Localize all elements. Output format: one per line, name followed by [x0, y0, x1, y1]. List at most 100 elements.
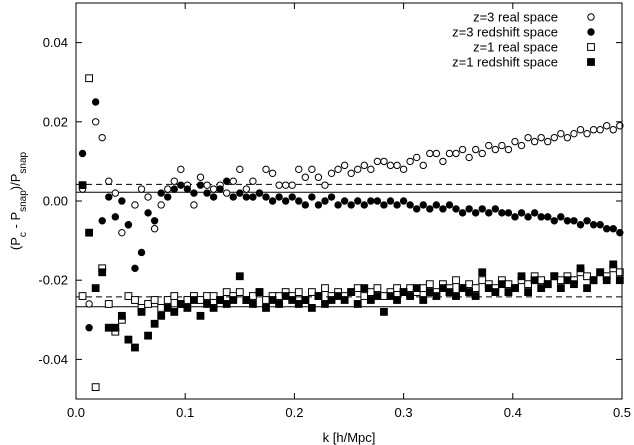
data-point	[262, 165, 270, 174]
data-point	[524, 213, 532, 221]
data-point	[347, 169, 355, 177]
data-point	[616, 122, 624, 130]
data-point	[452, 149, 460, 158]
data-point	[295, 197, 303, 205]
y-axis-ticks: -0.04 -0.02 0.00 0.02 0.04	[38, 35, 622, 367]
data-point	[366, 296, 375, 304]
y-tick-label: -0.02	[38, 273, 68, 288]
data-point	[118, 197, 126, 205]
data-point	[170, 177, 178, 185]
data-point	[321, 300, 329, 308]
data-point	[576, 126, 585, 134]
data-point	[504, 288, 513, 296]
data-point	[340, 197, 349, 205]
data-point	[196, 181, 205, 189]
data-point	[380, 201, 388, 209]
data-point	[504, 145, 513, 154]
data-point	[452, 276, 460, 285]
data-point	[419, 161, 427, 170]
data-point	[491, 205, 500, 213]
data-point	[354, 165, 362, 174]
data-point	[511, 137, 519, 146]
data-point	[294, 288, 303, 296]
y-axis-label: (Pc - Psnap)/Psnap	[8, 151, 29, 250]
data-point	[268, 169, 277, 177]
data-point	[288, 296, 297, 304]
data-point	[511, 284, 519, 293]
data-point	[177, 181, 185, 189]
data-point	[524, 280, 532, 289]
data-point	[517, 209, 526, 217]
data-point	[445, 288, 454, 296]
data-point	[275, 181, 283, 189]
data-point	[537, 133, 545, 142]
data-point	[216, 185, 224, 193]
data-point	[386, 292, 395, 300]
data-point	[570, 217, 578, 225]
data-point	[190, 296, 198, 304]
data-point	[242, 193, 251, 201]
data-point	[163, 296, 172, 304]
data-point	[98, 217, 106, 225]
data-point	[321, 197, 329, 205]
data-point	[366, 288, 375, 296]
x-tick-label: 0.5	[613, 405, 631, 420]
data-point	[425, 288, 434, 296]
data-point	[275, 300, 284, 308]
data-point	[301, 173, 310, 181]
data-point	[301, 201, 310, 209]
data-point	[334, 201, 342, 209]
data-point	[307, 288, 316, 296]
data-point	[124, 335, 133, 344]
data-point	[144, 331, 152, 340]
data-point	[334, 165, 342, 174]
data-point	[222, 177, 231, 185]
data-point	[242, 185, 251, 193]
data-point	[563, 276, 572, 285]
data-point	[471, 284, 480, 293]
data-point	[157, 189, 165, 197]
data-point	[308, 193, 316, 201]
data-point	[203, 300, 211, 308]
data-point	[478, 205, 486, 213]
data-point	[530, 276, 539, 285]
data-point	[399, 288, 408, 296]
data-point	[131, 296, 139, 304]
data-point	[91, 118, 100, 126]
data-point	[183, 185, 192, 193]
x-axis-label: k [h/Mpc]	[323, 430, 376, 445]
data-point	[465, 288, 474, 296]
data-point	[314, 173, 323, 181]
data-point	[131, 343, 139, 352]
data-point	[412, 284, 421, 293]
data-point	[222, 300, 231, 308]
x-tick-label: 0.2	[285, 405, 303, 420]
data-points	[78, 74, 624, 392]
data-point	[85, 300, 93, 308]
data-point	[183, 296, 192, 304]
data-point	[465, 153, 473, 162]
data-point	[439, 157, 447, 166]
data-point	[354, 197, 362, 205]
data-point	[485, 141, 493, 150]
data-point	[596, 221, 604, 229]
data-point	[557, 213, 565, 221]
data-point	[589, 126, 598, 134]
data-point	[209, 304, 218, 312]
data-point	[163, 304, 172, 312]
x-tick-label: 0.4	[504, 405, 522, 420]
data-point	[550, 133, 558, 142]
data-point	[105, 177, 113, 185]
data-point	[85, 324, 93, 332]
data-point	[524, 288, 532, 296]
data-point	[164, 193, 172, 201]
data-point	[170, 307, 179, 316]
data-point	[465, 205, 473, 213]
data-point	[295, 165, 303, 174]
data-point	[602, 276, 611, 285]
data-point	[544, 137, 552, 146]
data-point	[209, 193, 218, 201]
data-point	[111, 213, 120, 221]
data-point	[530, 209, 539, 217]
